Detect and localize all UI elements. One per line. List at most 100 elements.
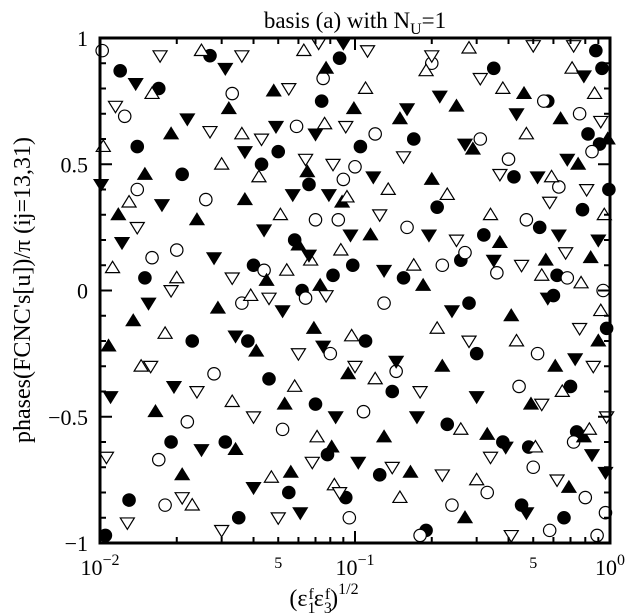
data-point-filled-triangle-down [153, 199, 171, 213]
data-point-open-triangle-down [482, 451, 499, 465]
data-point-open-triangle-up [295, 42, 312, 57]
data-point-open-triangle-up [286, 378, 303, 392]
data-point-open-circle [316, 71, 330, 86]
data-point-open-triangle-down [142, 360, 159, 374]
data-point-filled-circle [332, 51, 347, 65]
y-tick-label: 0 [77, 279, 88, 304]
data-point-filled-circle [218, 435, 233, 449]
data-point-open-triangle-up [508, 333, 525, 347]
data-point-open-triangle-up [405, 257, 422, 271]
data-point-open-triangle-down [129, 221, 146, 236]
data-point-open-circle [158, 498, 172, 512]
data-point-open-triangle-down [119, 517, 136, 531]
data-point-filled-circle [581, 127, 595, 141]
data-point-filled-triangle-down [307, 128, 324, 142]
data-point-filled-triangle-up [290, 237, 307, 251]
data-point-open-triangle-up [494, 80, 511, 94]
data-point-filled-triangle-up [299, 164, 316, 178]
data-point-open-triangle-up [308, 429, 326, 443]
data-point-filled-triangle-down [274, 305, 291, 319]
data-point-filled-circle [507, 170, 521, 184]
data-point-open-triangle-up [581, 421, 598, 435]
data-point-open-triangle-down [98, 451, 115, 465]
data-point-open-circle [590, 528, 604, 543]
data-point-filled-triangle-up [575, 429, 593, 443]
data-point-open-circle [526, 460, 541, 475]
data-point-filled-triangle-up [448, 98, 465, 112]
data-point-open-triangle-down [503, 529, 520, 544]
data-point-filled-circle [372, 468, 387, 482]
data-point-filled-triangle-down [236, 146, 253, 160]
data-point-open-triangle-up [460, 40, 478, 54]
data-point-filled-triangle-down [127, 77, 144, 92]
data-point-open-triangle-down [472, 72, 489, 87]
data-point-open-triangle-up [250, 169, 268, 183]
data-point-open-circle [145, 250, 159, 265]
data-point-open-triangle-down [541, 196, 558, 210]
data-point-filled-triangle-down [388, 355, 405, 369]
y-tick-label: −1 [65, 531, 88, 556]
data-point-open-triangle-down [434, 469, 451, 483]
data-point-filled-triangle-down [539, 292, 556, 306]
data-point-open-triangle-up [391, 489, 409, 504]
data-point-filled-triangle-up [522, 396, 540, 410]
data-point-filled-triangle-up [220, 101, 237, 115]
data-point-filled-circle [396, 271, 411, 285]
data-point-filled-triangle-up [402, 464, 419, 478]
data-point-filled-triangle-up [248, 343, 265, 357]
x-axis-label: (ε1fε3f)1/2 [289, 581, 358, 614]
data-point-filled-triangle-down [205, 252, 223, 266]
data-point-filled-circle [440, 417, 455, 432]
data-marks [92, 37, 616, 544]
data-point-open-circle [95, 43, 109, 58]
data-point-open-triangle-up [168, 270, 185, 284]
data-point-open-circle [501, 152, 516, 166]
data-point-filled-triangle-up [560, 479, 578, 493]
data-point-open-circle [552, 180, 566, 194]
data-point-open-triangle-up [439, 186, 456, 201]
data-point-open-triangle-down [513, 259, 530, 273]
data-point-open-triangle-down [224, 272, 241, 286]
data-point-filled-circle [557, 510, 571, 525]
data-point-open-circle [348, 159, 362, 174]
data-point-filled-triangle-down [408, 411, 426, 425]
data-point-open-triangle-up [518, 126, 535, 140]
data-point-open-triangle-down [201, 125, 219, 140]
data-point-open-triangle-down [384, 461, 401, 475]
data-point-open-triangle-down [174, 492, 191, 506]
data-point-open-triangle-up [429, 320, 446, 334]
data-point-filled-triangle-down [245, 481, 262, 496]
data-point-filled-triangle-down [140, 297, 157, 311]
data-point-filled-triangle-up [582, 250, 599, 264]
data-point-open-triangle-down [411, 386, 429, 400]
data-point-open-triangle-up [120, 194, 138, 208]
data-point-open-circle [257, 263, 271, 278]
data-point-open-triangle-down [557, 247, 574, 261]
data-point-filled-circle [345, 258, 360, 273]
data-point-filled-triangle-up [375, 429, 393, 443]
data-point-open-circle [117, 109, 132, 124]
data-point-open-circle [298, 291, 313, 305]
data-point-filled-triangle-up [434, 358, 451, 372]
data-point-filled-triangle-up [340, 366, 357, 380]
data-point-filled-triangle-down [193, 444, 210, 458]
data-point-filled-triangle-down [550, 229, 567, 243]
data-point-open-triangle-down [188, 386, 206, 400]
data-point-open-triangle-down [270, 512, 287, 526]
y-tick-label: 1 [77, 26, 88, 51]
data-point-open-triangle-up [242, 287, 259, 302]
data-point-open-triangle-down [151, 50, 169, 64]
axis-ticks [99, 37, 610, 544]
data-point-filled-triangle-down [375, 264, 393, 278]
data-point-open-circle [585, 144, 599, 159]
data-point-open-circle [180, 414, 195, 429]
data-point-filled-circle [406, 132, 421, 146]
data-point-filled-triangle-up [125, 313, 142, 327]
data-point-open-triangle-up [95, 138, 112, 153]
data-point-open-triangle-up [343, 328, 360, 342]
data-point-open-circle [289, 119, 304, 134]
chart-title: basis (a) with NU=1 [264, 8, 446, 38]
data-point-open-triangle-up [452, 421, 469, 435]
data-point-open-triangle-up [554, 383, 571, 397]
